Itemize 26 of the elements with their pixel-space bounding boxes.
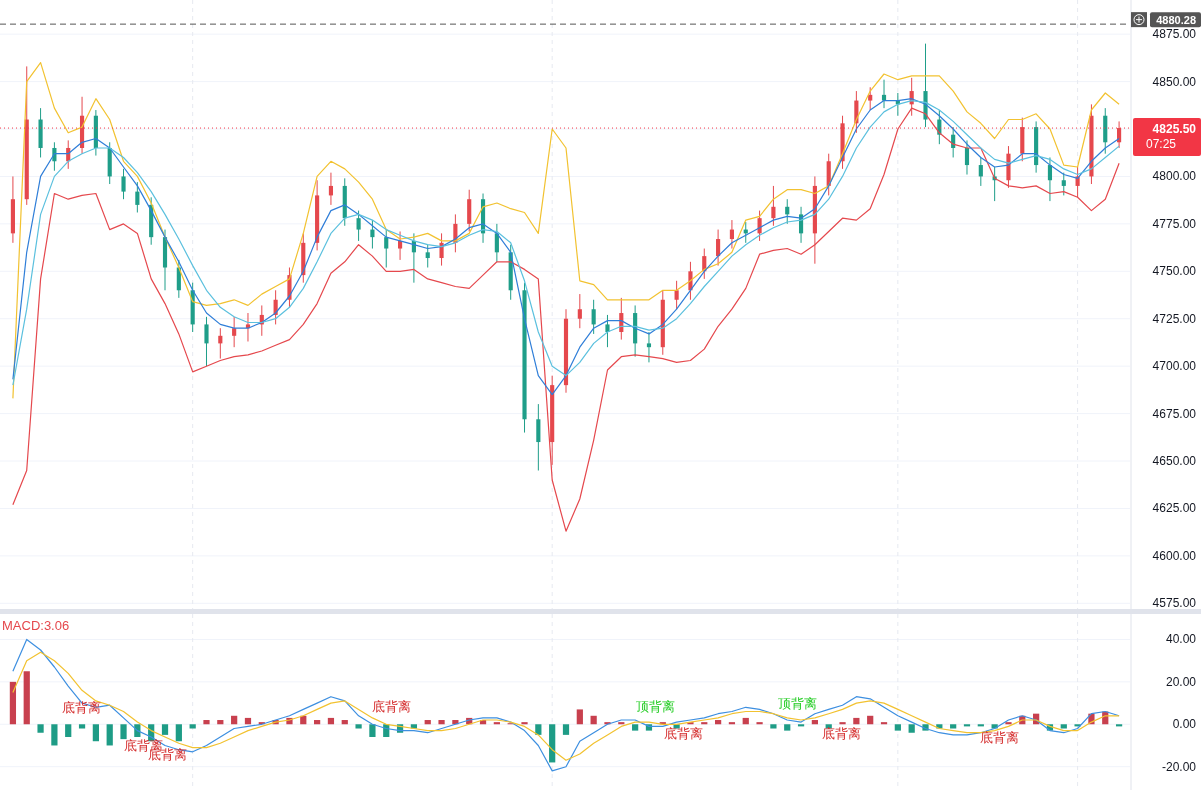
y-tick-label: 0.00 xyxy=(1172,717,1197,732)
y-tick-label: -20.00 xyxy=(1161,759,1197,774)
annotation: MACD:3.06 xyxy=(2,618,70,633)
y-tick-label: 4650.00 xyxy=(1152,454,1197,469)
y-tick-label: 4750.00 xyxy=(1152,264,1197,279)
y-tick-label: 4625.00 xyxy=(1152,501,1197,516)
y-tick-label: 20.00 xyxy=(1165,674,1197,689)
y-tick-label: 4575.00 xyxy=(1152,596,1197,611)
y-tick-label: 4675.00 xyxy=(1152,406,1197,421)
annotation: 顶背离 xyxy=(636,699,675,714)
ref-line-label: 4880.28 xyxy=(1156,13,1196,26)
y-tick-label: 4725.00 xyxy=(1152,311,1197,326)
annotation: 顶背离 xyxy=(778,696,817,711)
annotation: 底背离 xyxy=(822,726,861,741)
y-tick-label: 4775.00 xyxy=(1152,216,1197,231)
y-tick-label: 4600.00 xyxy=(1152,548,1197,563)
y-tick-label: 4875.00 xyxy=(1152,27,1197,42)
text: 07:25 xyxy=(1145,137,1177,151)
annotation: 底背离 xyxy=(980,730,1019,745)
y-tick-label: 4800.00 xyxy=(1152,169,1197,184)
ref-line-label: 4825.50 xyxy=(1152,122,1197,137)
annotation: 底背离 xyxy=(372,699,411,714)
y-tick-label: 4700.00 xyxy=(1152,359,1197,374)
y-tick-label: 40.00 xyxy=(1165,632,1197,647)
y-tick-label: 4850.00 xyxy=(1152,74,1197,89)
annotation: 底背离 xyxy=(664,726,703,741)
